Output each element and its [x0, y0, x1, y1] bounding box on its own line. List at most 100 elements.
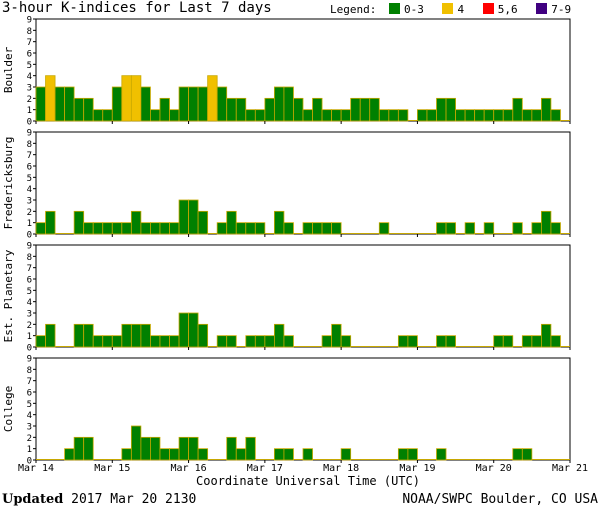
- k-index-bar: [35, 335, 46, 348]
- k-index-bar: [140, 323, 151, 348]
- k-index-bar: [302, 109, 313, 122]
- k-index-bar: [254, 109, 266, 122]
- k-index-bar: [331, 323, 342, 348]
- k-index-bar: [102, 109, 113, 122]
- k-index-bar: [474, 109, 485, 122]
- k-index-bar: [283, 335, 294, 348]
- k-index-bar: [464, 109, 476, 122]
- y-tick-label: 6: [27, 389, 32, 399]
- k-index-bar: [254, 335, 266, 348]
- k-index-bar: [178, 312, 189, 348]
- k-index-bar: [397, 448, 409, 461]
- y-tick-label: 0: [27, 344, 32, 354]
- k-index-bar: [540, 210, 552, 235]
- legend-swatch-yellow: [442, 3, 454, 14]
- k-index-bar: [340, 448, 352, 461]
- y-tick-label: 3: [27, 423, 32, 433]
- k-index-bar: [150, 335, 161, 348]
- k-index-bar: [302, 222, 313, 235]
- updated-label: Updated: [2, 492, 64, 507]
- k-index-bar: [254, 222, 266, 235]
- k-index-bar: [188, 436, 199, 461]
- y-tick-label: 2: [27, 95, 32, 105]
- k-index-bar: [512, 222, 523, 235]
- k-index-bar: [369, 97, 380, 122]
- legend-item-label: 5,6: [497, 3, 518, 16]
- y-tick-label: 1: [27, 219, 32, 229]
- x-tick-label: Mar 20: [476, 463, 512, 474]
- k-index-bar: [502, 335, 514, 348]
- y-tick-label: 1: [27, 332, 32, 342]
- y-tick-label: 1: [27, 106, 32, 116]
- k-index-bar: [493, 109, 504, 122]
- x-tick-label: Mar 21: [552, 463, 588, 474]
- x-tick-label: Mar 18: [323, 463, 359, 474]
- legend-item-label: 7-9: [551, 3, 572, 16]
- k-index-bar: [483, 222, 495, 235]
- legend-label: Legend:: [330, 3, 377, 16]
- k-index-bar: [426, 109, 437, 122]
- k-index-bar: [235, 222, 247, 235]
- k-index-bar: [159, 97, 170, 122]
- k-index-bar: [111, 335, 123, 348]
- updated-value: 2017 Mar 20 2130: [71, 492, 197, 507]
- k-index-bar: [283, 86, 294, 122]
- y-tick-label: 3: [27, 84, 32, 94]
- k-index-bar: [130, 210, 142, 235]
- k-index-bar: [121, 448, 132, 461]
- x-tick-label: Mar 17: [247, 463, 283, 474]
- k-index-bar: [73, 210, 85, 235]
- k-index-bar: [273, 323, 285, 348]
- k-index-bar: [226, 210, 237, 235]
- y-tick-label: 6: [27, 163, 32, 173]
- k-index-bar: [83, 222, 94, 235]
- station-label: Boulder: [2, 46, 15, 93]
- k-index-bar: [445, 335, 456, 348]
- k-index-bar: [150, 222, 161, 235]
- k-index-bar: [102, 335, 113, 348]
- y-tick-label: 2: [27, 434, 32, 444]
- y-tick-label: 6: [27, 276, 32, 286]
- station-label: Est. Planetary: [2, 249, 15, 342]
- k-index-bar: [169, 335, 180, 348]
- k-index-bar: [140, 86, 151, 122]
- k-index-bar: [197, 86, 209, 122]
- source-credit: NOAA/SWPC Boulder, CO USA: [402, 492, 598, 507]
- k-index-bar: [188, 86, 199, 122]
- k-index-bar: [521, 335, 533, 348]
- k-index-bar: [178, 86, 189, 122]
- k-index-bar: [130, 425, 142, 461]
- y-tick-label: 4: [27, 72, 32, 82]
- y-tick-label: 8: [27, 27, 32, 37]
- y-tick-label: 8: [27, 140, 32, 150]
- y-tick-label: 1: [27, 445, 32, 455]
- k-index-bar: [207, 75, 218, 122]
- legend-item-0-3: 0-3: [383, 3, 424, 16]
- y-tick-label: 8: [27, 366, 32, 376]
- k-index-bar: [178, 199, 189, 235]
- k-index-bar: [436, 448, 447, 461]
- k-index-bar: [92, 222, 104, 235]
- k-index-bar: [436, 97, 447, 122]
- panel-frame: [35, 244, 571, 348]
- k-index-bar: [35, 222, 46, 235]
- k-index-bar: [54, 86, 66, 122]
- station-label: College: [2, 386, 15, 432]
- y-tick-label: 7: [27, 151, 32, 161]
- panel-frame: [35, 357, 571, 461]
- legend-swatch-purple: [536, 3, 548, 14]
- y-tick-label: 0: [27, 118, 32, 128]
- k-index-bar: [226, 97, 237, 122]
- k-index-bar: [111, 86, 123, 122]
- y-tick-label: 9: [27, 355, 32, 365]
- k-index-bar: [121, 222, 132, 235]
- k-index-bar: [321, 335, 333, 348]
- k-index-bar: [436, 222, 447, 235]
- k-index-bar: [312, 97, 323, 122]
- k-index-bar: [293, 97, 304, 122]
- k-index-bar: [197, 323, 209, 348]
- panel-frame: [35, 131, 571, 235]
- k-index-bar: [73, 436, 85, 461]
- k-index-bar: [321, 222, 333, 235]
